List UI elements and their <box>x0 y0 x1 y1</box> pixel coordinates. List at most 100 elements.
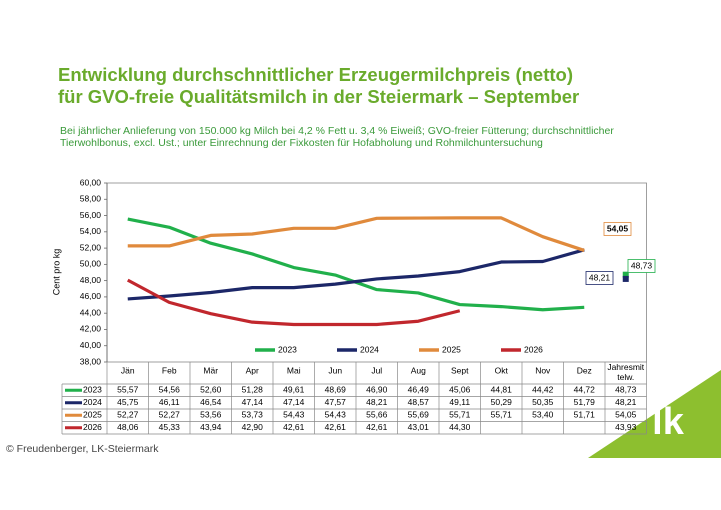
row-label: 2025 <box>83 410 102 420</box>
table-value: 52,60 <box>200 385 222 395</box>
table-value: 45,75 <box>117 397 139 407</box>
y-tick-label: 56,00 <box>80 210 102 220</box>
legend-label: 2023 <box>278 344 297 354</box>
y-tick-label: 42,00 <box>80 324 102 334</box>
average-marker <box>622 271 629 278</box>
table-value: 50,29 <box>491 397 513 407</box>
x-tick-label: Dez <box>577 365 592 375</box>
title-line: Entwicklung durchschnittlicher Erzeugerm… <box>58 64 573 85</box>
legend-label: 2025 <box>442 344 461 354</box>
table-value: 51,79 <box>574 397 596 407</box>
table-value: 54,43 <box>283 410 305 420</box>
table-value: 49,61 <box>283 385 305 395</box>
y-tick-label: 40,00 <box>80 340 102 350</box>
average-label: 48,21 <box>589 272 611 282</box>
average-marker <box>622 275 629 282</box>
table-value: 51,28 <box>242 385 264 395</box>
x-tick-label: Jul <box>371 365 382 375</box>
x-tick-label: Jahresmit telw. <box>607 362 644 382</box>
table-value: 44,42 <box>532 385 554 395</box>
average-label: 54,05 <box>607 223 629 233</box>
table-value: 42,90 <box>242 422 264 432</box>
title-line: für GVO-freie Qualitätsmilch in der Stei… <box>58 86 579 107</box>
table-value: 48,57 <box>408 397 430 407</box>
series-line <box>127 248 585 301</box>
table-value: 43,93 <box>615 422 637 432</box>
average-label: 48,73 <box>631 260 653 270</box>
x-tick-label: Mär <box>203 365 218 375</box>
average-box <box>603 222 632 236</box>
x-tick-label: Mai <box>287 365 301 375</box>
table-value: 49,11 <box>449 397 470 407</box>
x-tick-label: Jun <box>328 365 342 375</box>
table-value: 54,43 <box>325 410 347 420</box>
table-value: 48,06 <box>117 422 139 432</box>
table-value: 54,05 <box>615 410 637 420</box>
table-value: 44,30 <box>449 422 471 432</box>
footer: © Freudenberger, LK-Steiermark <box>6 443 159 455</box>
y-tick-label: 38,00 <box>80 356 102 366</box>
subtitle-line: Tierwohlbonus, excl. Ust.; unter Einrech… <box>60 137 543 149</box>
table-value: 52,27 <box>117 410 139 420</box>
row-label: 2024 <box>83 397 102 407</box>
y-tick-label: 52,00 <box>80 242 102 252</box>
table-value: 42,61 <box>366 422 388 432</box>
table-value: 46,54 <box>200 397 222 407</box>
y-tick-label: 46,00 <box>80 291 102 301</box>
x-tick-label: Aug <box>411 365 426 375</box>
series-line <box>127 217 585 312</box>
row-label: 2026 <box>83 422 102 432</box>
table-value: 45,06 <box>449 385 471 395</box>
table-value: 52,27 <box>159 410 181 420</box>
table-value: 47,57 <box>325 397 347 407</box>
table-value: 43,94 <box>200 422 222 432</box>
average-box <box>585 271 614 285</box>
y-tick-label: 50,00 <box>80 259 102 269</box>
table-value: 54,56 <box>159 385 181 395</box>
table-value: 53,56 <box>200 410 222 420</box>
series-line <box>127 216 585 252</box>
y-tick-label: 54,00 <box>80 226 102 236</box>
series-line <box>126 278 461 327</box>
logo: lk <box>652 401 685 443</box>
table-value: 55,57 <box>117 385 139 395</box>
table-value: 43,01 <box>408 422 430 432</box>
y-tick-label: 58,00 <box>80 194 102 204</box>
x-tick-label: Okt <box>495 365 509 375</box>
table-value: 53,73 <box>242 410 264 420</box>
x-tick-label: Jän <box>121 365 135 375</box>
subtitle-line: Bei jährlicher Anlieferung von 150.000 k… <box>60 125 614 137</box>
average-box <box>627 259 656 273</box>
x-tick-label: Apr <box>246 365 259 375</box>
table-value: 47,14 <box>283 397 305 407</box>
y-axis-label: Cent pro kg <box>51 249 61 296</box>
legend-label: 2026 <box>524 344 543 354</box>
table-value: 55,66 <box>366 410 388 420</box>
table-value: 46,90 <box>366 385 388 395</box>
x-tick-label: Nov <box>535 365 551 375</box>
table-value: 53,40 <box>532 410 554 420</box>
table-value: 55,71 <box>449 410 471 420</box>
table-value: 48,21 <box>615 397 637 407</box>
table-value: 47,14 <box>242 397 264 407</box>
x-tick-label: Feb <box>162 365 177 375</box>
table-value: 48,73 <box>615 385 637 395</box>
table-value: 46,49 <box>408 385 430 395</box>
table-value: 48,69 <box>325 385 347 395</box>
row-label: 2023 <box>83 385 102 395</box>
logo-shape <box>588 370 721 458</box>
table-value: 42,61 <box>283 422 305 432</box>
table-value: 50,35 <box>532 397 554 407</box>
y-tick-label: 44,00 <box>80 307 102 317</box>
y-tick-label: 48,00 <box>80 275 102 285</box>
y-tick-label: 60,00 <box>80 177 102 187</box>
table-value: 44,81 <box>491 385 513 395</box>
table-value: 55,71 <box>491 410 513 420</box>
x-tick-label: Sept <box>451 365 469 375</box>
table-value: 48,21 <box>366 397 388 407</box>
table-value: 45,33 <box>159 422 181 432</box>
table-value: 55,69 <box>408 410 430 420</box>
table-value: 42,61 <box>325 422 347 432</box>
legend-label: 2024 <box>360 344 379 354</box>
